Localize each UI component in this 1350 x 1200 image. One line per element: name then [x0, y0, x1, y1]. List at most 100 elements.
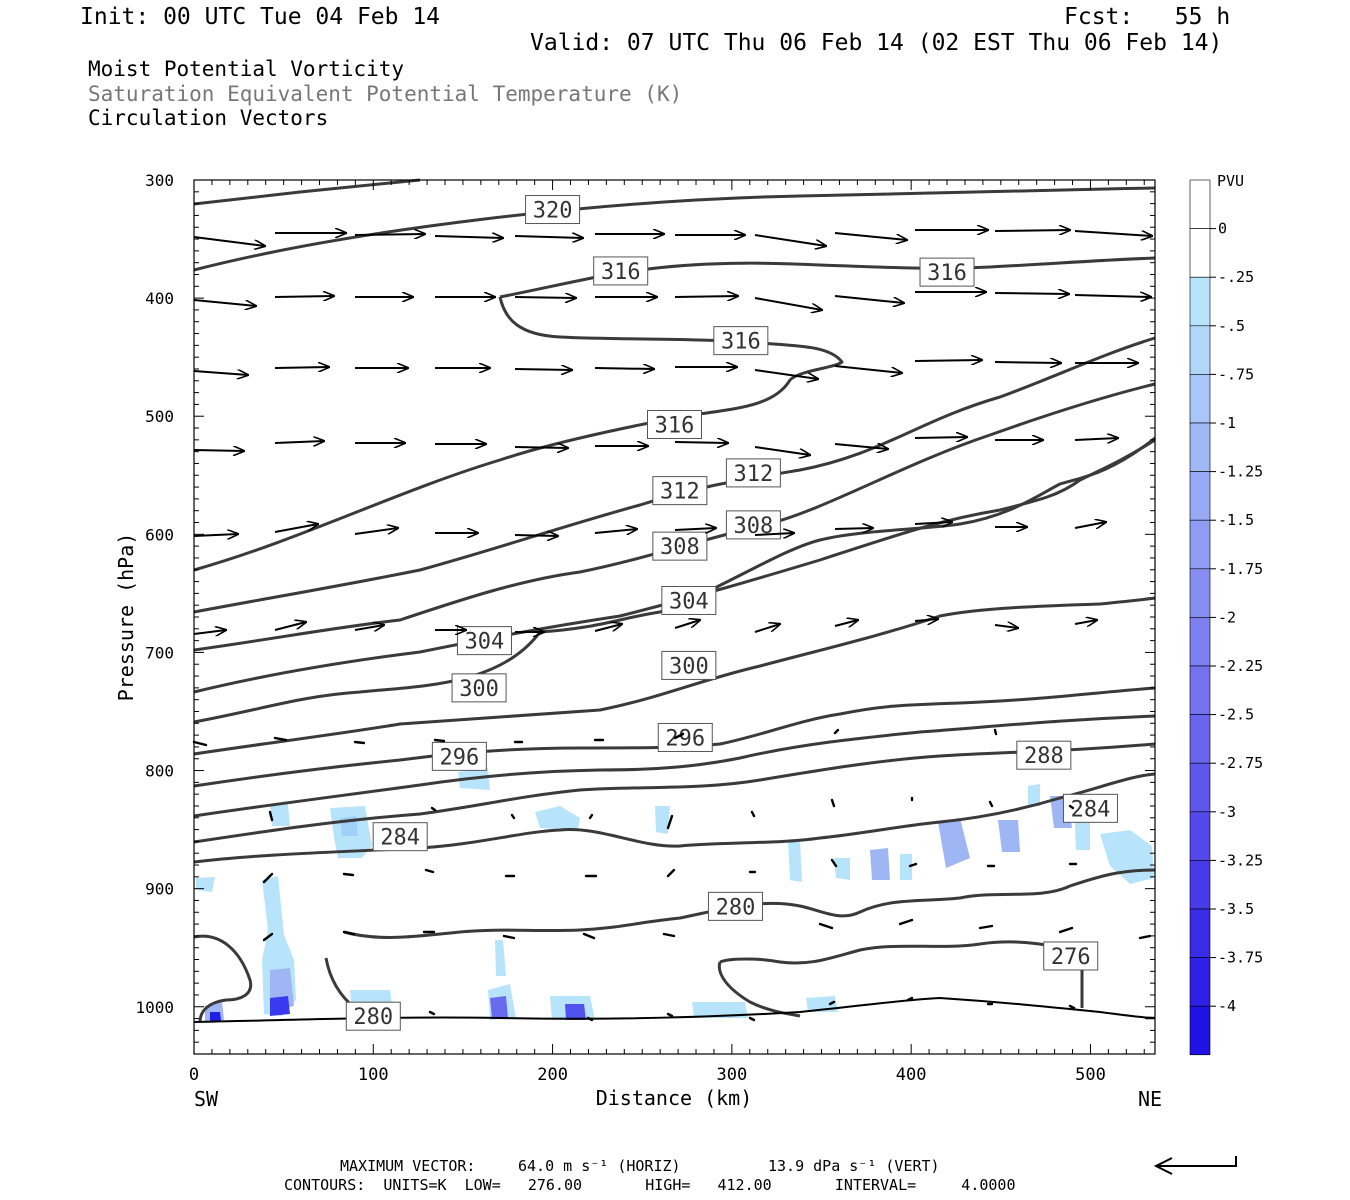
vector [994, 625, 1018, 628]
valid-time: Valid: 07 UTC Thu 06 Feb 14 (02 EST Thu … [530, 30, 1223, 56]
colorbar-bin [1189, 1005, 1211, 1056]
contour-label-box [713, 326, 769, 356]
field-title-theta-es: Saturation Equivalent Potential Temperat… [88, 82, 683, 106]
contour-312 [193, 336, 1156, 614]
max-vector-vert: 13.9 dPa s⁻¹ (VERT) [768, 1157, 940, 1175]
pv-blob [1028, 784, 1040, 806]
contour-label-box [372, 822, 428, 852]
vector [193, 450, 244, 451]
colorbar-label: -2 [1218, 608, 1236, 626]
contour-label-box [652, 476, 708, 506]
pv-blob [834, 858, 850, 880]
contour-276-b [719, 940, 1081, 965]
vector [594, 624, 622, 632]
colorbar-label: -3 [1218, 803, 1236, 821]
vector [994, 293, 1069, 294]
pv-blob [565, 1004, 586, 1020]
colorbar-label: -2.5 [1218, 706, 1254, 724]
colorbar-label: -3.75 [1218, 949, 1263, 967]
y-tick-label: 1000 [135, 998, 174, 1017]
x-tick-label: 300 [717, 1065, 748, 1085]
reference-vector [1153, 1156, 1237, 1175]
x-tick-label: 100 [358, 1065, 389, 1085]
contour-info: CONTOURS: UNITS=K LOW= 276.00 HIGH= 412.… [284, 1176, 1016, 1194]
vector [514, 369, 572, 370]
contour-280-c [343, 868, 1156, 939]
colorbar-units: PVU [1217, 172, 1244, 190]
vector [914, 522, 952, 524]
colorbar-bin [1189, 519, 1211, 570]
y-tick-label: 300 [145, 171, 174, 190]
contour-label-box [661, 585, 717, 615]
vector [514, 447, 568, 448]
y-tick-label: 500 [145, 407, 174, 426]
vector [754, 446, 810, 455]
y-axis-title: Pressure (hPa) [114, 533, 138, 702]
vector [193, 371, 248, 375]
vector [354, 528, 398, 535]
contour-label: 300 [669, 654, 709, 679]
vector [193, 534, 238, 536]
contour-276-c [717, 961, 801, 1018]
contour-label: 300 [459, 677, 499, 702]
colorbar-bin [1189, 617, 1211, 667]
contour-304 [193, 438, 1156, 694]
contour-label-box [661, 650, 717, 680]
colorbar-label: -4 [1218, 997, 1236, 1015]
contour-label: 304 [669, 589, 709, 614]
colorbar-label: -1.5 [1218, 511, 1254, 529]
vector [754, 533, 794, 535]
contour-label: 308 [660, 535, 700, 560]
contour-label: 316 [655, 413, 695, 438]
field-title-vectors: Circulation Vectors [88, 106, 329, 130]
vector [1074, 295, 1151, 297]
vector [834, 444, 888, 449]
colorbar-bin [1189, 374, 1211, 424]
colorbar-label: 0 [1218, 220, 1227, 238]
contour-label: 312 [660, 480, 700, 505]
contour-label: 304 [465, 630, 505, 655]
colorbar-bin [1189, 471, 1211, 521]
x-tick-label: 0 [189, 1065, 199, 1085]
pv-blob [210, 1012, 221, 1021]
colorbar-bin [1189, 325, 1211, 375]
contour-label-box [725, 458, 781, 488]
pv-blob [998, 820, 1020, 852]
contour-label-box [345, 1001, 401, 1031]
contour-label-box [431, 741, 487, 771]
pv-blob [535, 806, 580, 830]
pv-blob [490, 996, 508, 1019]
colorbar-bin [1189, 568, 1211, 618]
colorbar-bin [1189, 179, 1211, 229]
colorbar-label: -3.5 [1218, 900, 1254, 918]
contour-276 [193, 934, 253, 1023]
colorbar-label: -1.75 [1218, 560, 1263, 578]
vector [514, 297, 576, 298]
vector [834, 528, 873, 529]
vector [674, 442, 728, 443]
vector [354, 625, 384, 630]
vector [1074, 522, 1106, 528]
contour-label: 316 [601, 260, 641, 285]
forecast-hour: Fcst: 55 h [1064, 4, 1231, 30]
contour-320-upper [193, 186, 1156, 272]
vector [434, 236, 503, 238]
vector [274, 367, 329, 368]
colorbar-bin [1189, 422, 1211, 472]
vector [754, 234, 826, 246]
y-tick-label: 400 [145, 289, 174, 308]
colorbar-label: -1 [1218, 414, 1236, 432]
contour-label: 312 [734, 462, 774, 487]
pv-blob [270, 804, 290, 826]
contour-label: 288 [1024, 744, 1064, 769]
colorbar-bin [1189, 665, 1211, 715]
x-tick-label: 400 [896, 1065, 927, 1085]
contour-label-box [451, 673, 507, 703]
colorbar-bin [1189, 228, 1211, 278]
contour-label-box [1016, 740, 1072, 770]
colorbar-label: -.75 [1218, 365, 1254, 383]
contour-label-box [657, 722, 713, 752]
contour-320 [193, 178, 421, 206]
x-tick-label: 500 [1075, 1065, 1106, 1085]
